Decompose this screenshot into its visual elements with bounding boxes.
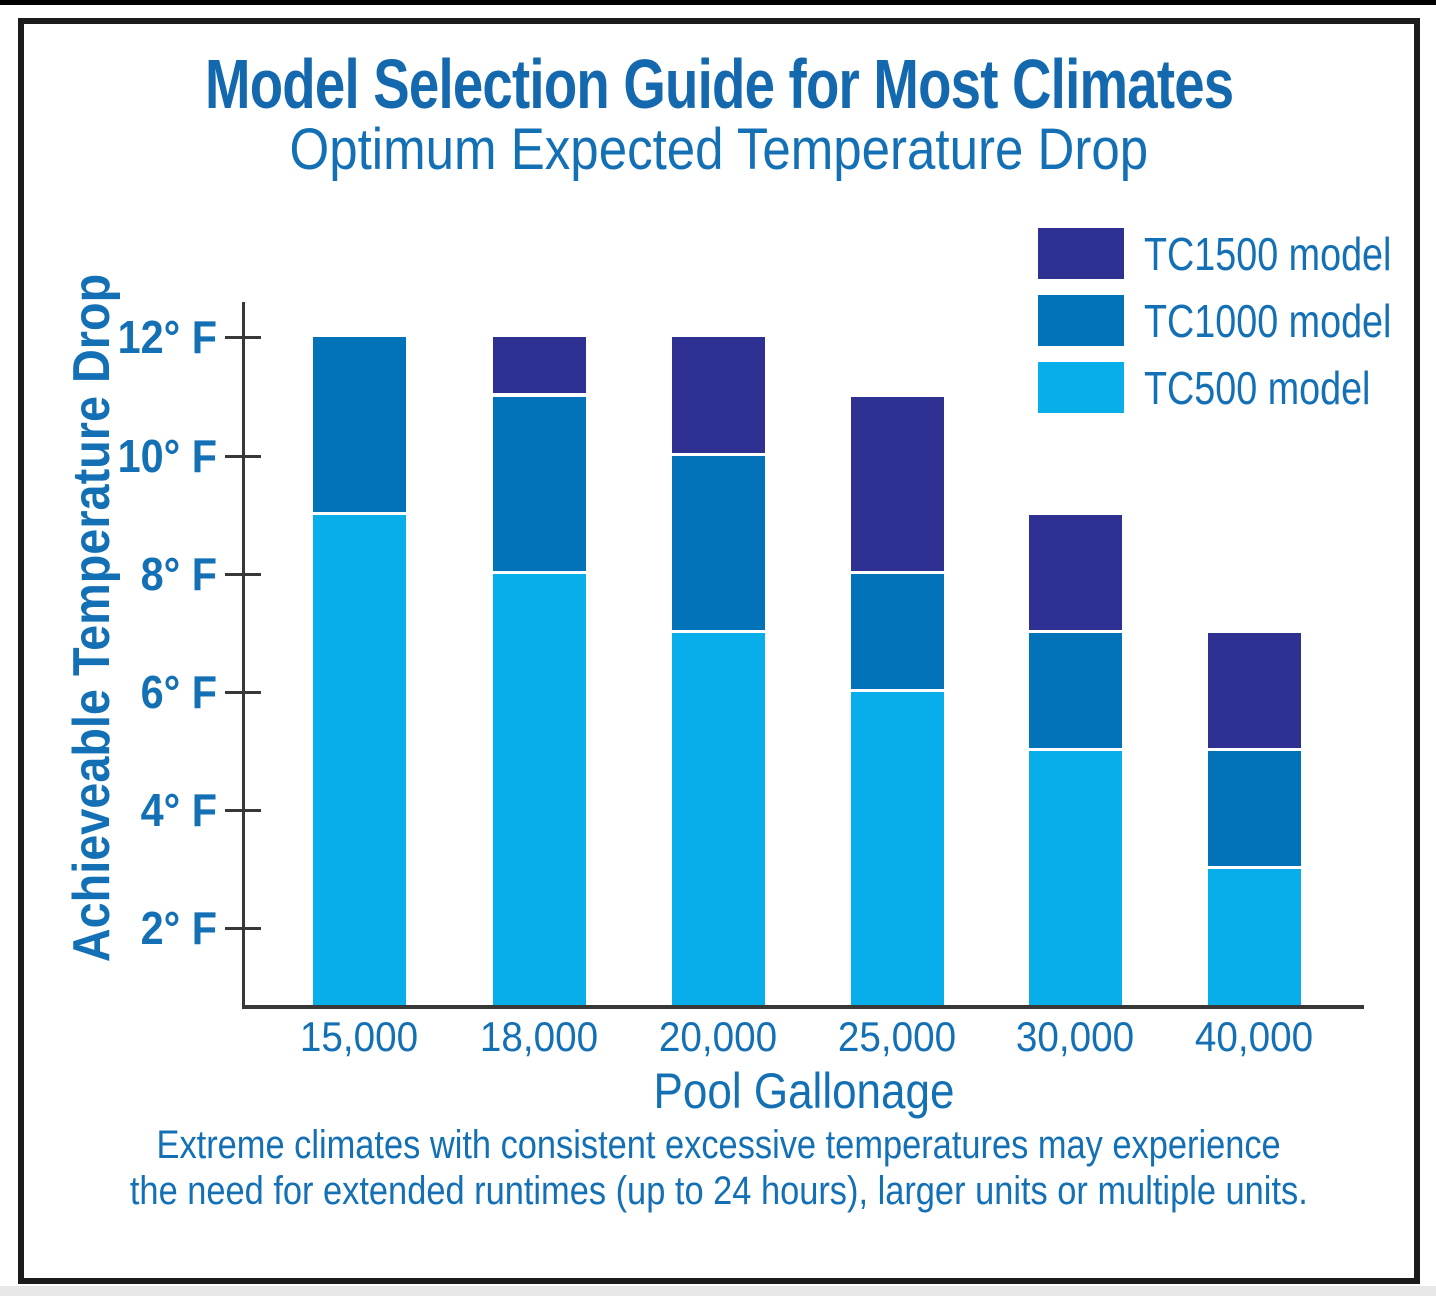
x-tick-label-15000: 15,000 [299,1013,419,1060]
y-axis-title-text: Achieveable Temperature Drop [63,273,121,963]
y-tick-label-10: 10° F [117,430,217,482]
bar-segment-40000-tc1000model [1208,751,1301,870]
bottom-border-strip [0,1286,1436,1296]
y-tick-label-12: 12° F [117,311,217,363]
bar-segment-30000-tc1000model [1029,632,1122,751]
bar-segment-20000-tc1000model [672,455,765,633]
x-axis-title: Pool Gallonage [633,1062,975,1120]
x-tick-label-25000: 25,000 [837,1013,957,1060]
bar-40000 [1208,302,1301,1005]
x-tick-label-18000: 18,000 [479,1013,599,1060]
y-tick-mark-12 [225,336,261,339]
legend-swatch-tc1000model [1038,295,1124,346]
y-tick-label-2: 2° F [140,902,217,954]
bar-30000 [1029,302,1122,1005]
footnote-line-2: the need for extended runtimes (up to 24… [130,1169,1308,1213]
top-border-strip [0,0,1436,5]
bar-segment-40000-tc500model [1208,869,1301,1005]
bar-segment-25000-tc500model [851,691,944,1005]
bar-segment-25000-tc1500model [851,396,944,574]
y-tick-mark-4 [225,809,261,812]
legend: TC1500 model TC1000 model TC500 model [1038,228,1436,429]
y-axis-line [242,302,245,1007]
bar-segment-18000-tc1500model [493,337,586,397]
x-tick-label-30000: 30,000 [1015,1013,1135,1060]
y-tick-label-6: 6° F [140,666,217,718]
x-axis-line [242,1005,1364,1009]
legend-swatch-tc500model [1038,362,1124,413]
bar-segment-18000-tc500model [493,573,586,1005]
legend-row-tc1000model: TC1000 model [1038,294,1436,347]
bar-25000 [851,302,944,1005]
y-tick-mark-6 [225,691,261,694]
x-tick-label-20000: 20,000 [658,1013,778,1060]
bar-18000 [493,302,586,1005]
bar-segment-20000-tc500model [672,632,765,1005]
x-tick-label-40000: 40,000 [1194,1013,1314,1060]
bar-20000 [672,302,765,1005]
bar-segment-30000-tc500model [1029,751,1122,1005]
legend-label-tc1000model: TC1000 model [1144,294,1392,347]
page-subtitle: Optimum Expected Temperature Drop [18,116,1420,183]
x-axis-title-text: Pool Gallonage [653,1063,955,1119]
y-tick-label-4: 4° F [140,784,217,836]
bar-segment-40000-tc1500model [1208,632,1301,751]
bar-segment-30000-tc1500model [1029,514,1122,633]
bar-segment-25000-tc1000model [851,573,944,692]
legend-label-tc500model: TC500 model [1144,361,1371,414]
legend-row-tc500model: TC500 model [1038,361,1436,414]
legend-row-tc1500model: TC1500 model [1038,227,1436,280]
legend-label-tc1500model: TC1500 model [1144,227,1392,280]
bar-segment-18000-tc1000model [493,396,586,574]
y-tick-mark-8 [225,573,261,576]
bar-segment-15000-tc500model [313,514,406,1005]
bar-15000 [313,302,406,1005]
legend-swatch-tc1500model [1038,228,1124,279]
page-title-text: Model Selection Guide for Most Climates [204,45,1234,123]
y-tick-mark-10 [225,455,261,458]
bar-segment-20000-tc1500model [672,337,765,456]
y-tick-label-8: 8° F [140,548,217,600]
y-tick-mark-2 [225,927,261,930]
plot-area [243,302,1365,1005]
page-subtitle-text: Optimum Expected Temperature Drop [289,117,1149,182]
bar-segment-15000-tc1000model [313,337,406,515]
page-title: Model Selection Guide for Most Climates [18,44,1420,124]
footnote-line-1: Extreme climates with consistent excessi… [156,1123,1282,1167]
